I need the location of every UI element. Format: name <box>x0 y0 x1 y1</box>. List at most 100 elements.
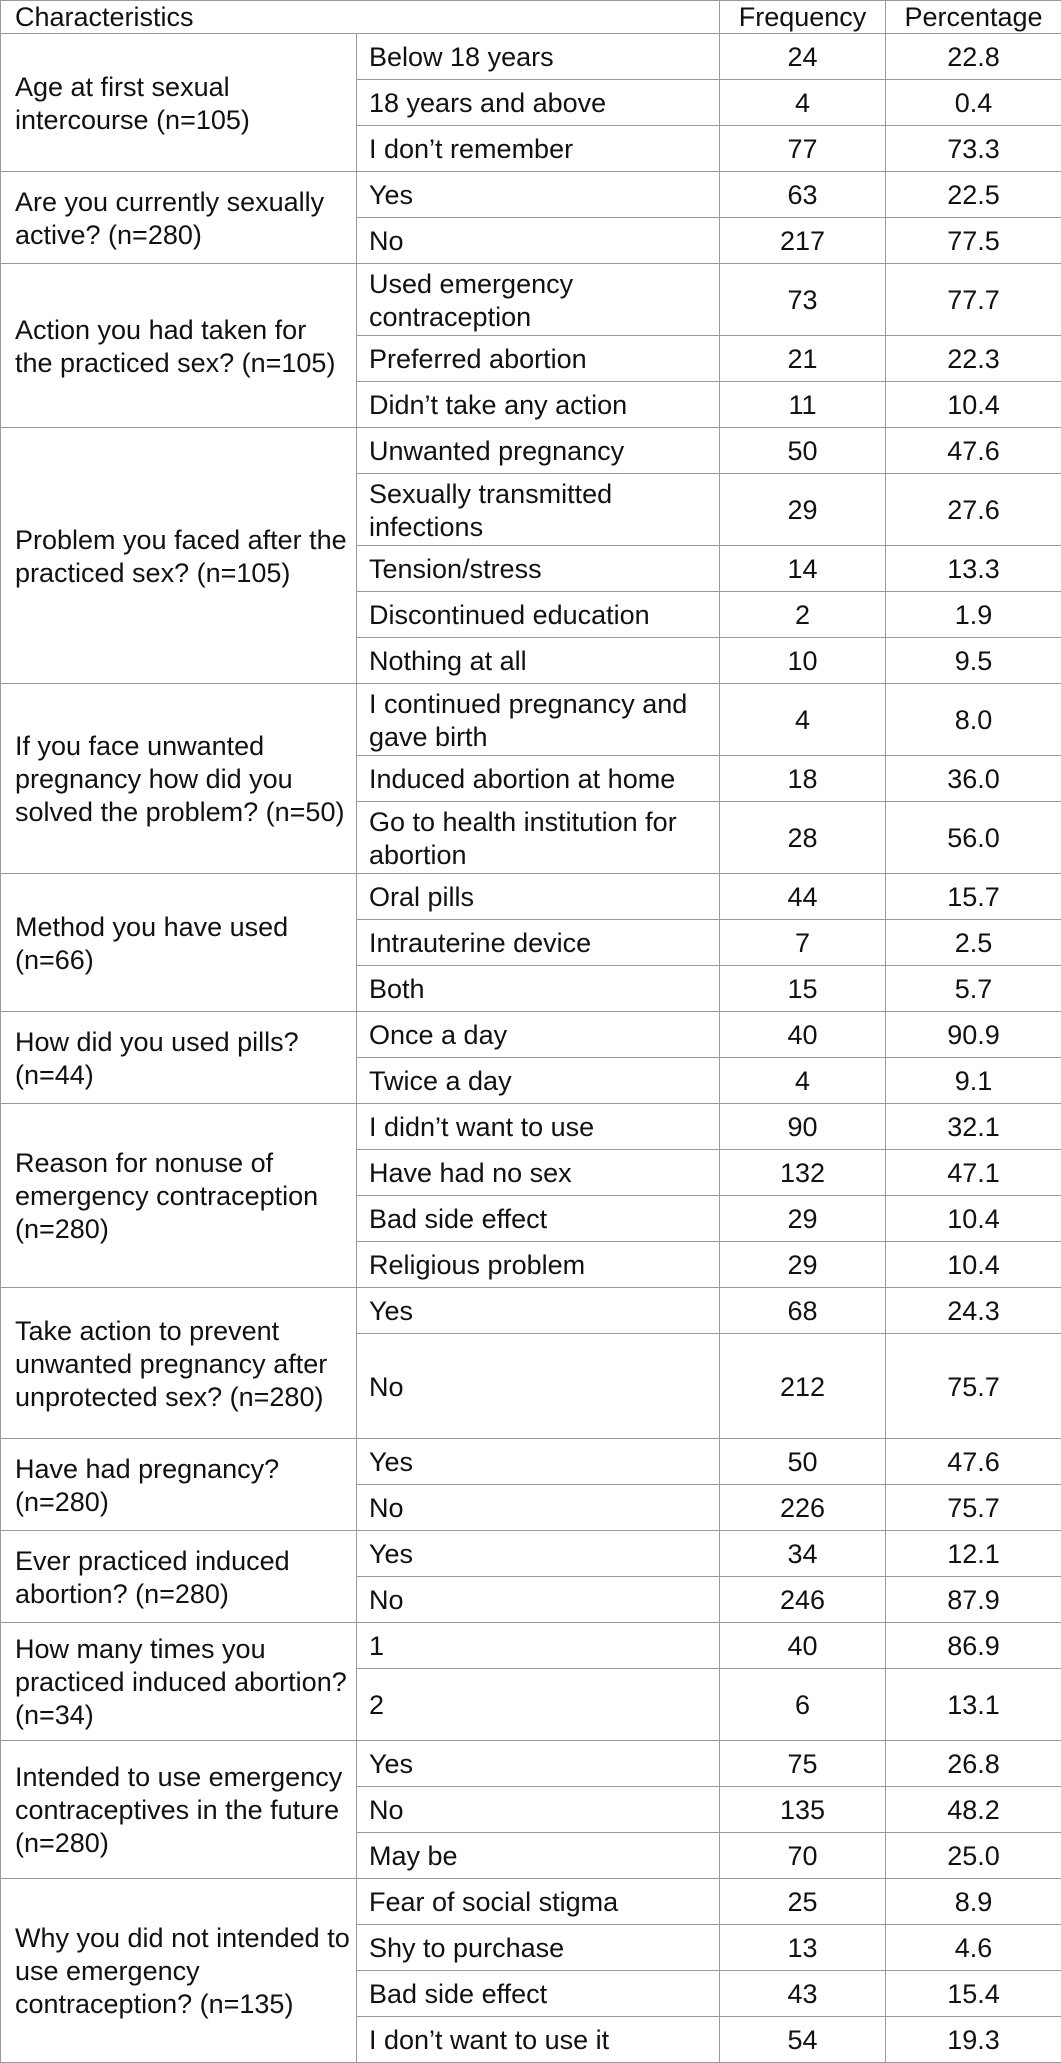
percentage-cell: 22.8 <box>886 34 1061 80</box>
frequency-cell: 40 <box>720 1012 886 1058</box>
percentage-cell: 32.1 <box>886 1104 1061 1150</box>
characteristic-cell: Intended to use emergency contraceptives… <box>1 1741 357 1879</box>
frequency-cell: 70 <box>720 1833 886 1879</box>
option-cell: I don’t remember <box>357 126 720 172</box>
option-cell: Bad side effect <box>357 1196 720 1242</box>
option-cell: Both <box>357 966 720 1012</box>
frequency-cell: 40 <box>720 1623 886 1669</box>
option-cell: Sexually transmitted infections <box>357 474 720 546</box>
option-cell: 2 <box>357 1669 720 1741</box>
table-row: How did you used pills? (n=44)Once a day… <box>1 1012 1061 1058</box>
frequency-cell: 212 <box>720 1334 886 1439</box>
option-cell: Below 18 years <box>357 34 720 80</box>
header-row: Characteristics Frequency Percentage <box>1 1 1061 34</box>
option-cell: Yes <box>357 1288 720 1334</box>
percentage-cell: 1.9 <box>886 592 1061 638</box>
table-row: Reason for nonuse of emergency contracep… <box>1 1104 1061 1150</box>
percentage-cell: 13.1 <box>886 1669 1061 1741</box>
frequency-cell: 54 <box>720 2017 886 2063</box>
frequency-cell: 13 <box>720 1925 886 1971</box>
percentage-cell: 24.3 <box>886 1288 1061 1334</box>
percentage-cell: 27.6 <box>886 474 1061 546</box>
characteristic-cell: Have had pregnancy? (n=280) <box>1 1439 357 1531</box>
option-cell: Fear of social stigma <box>357 1879 720 1925</box>
percentage-cell: 77.5 <box>886 218 1061 264</box>
option-cell: No <box>357 1577 720 1623</box>
header-percentage: Percentage <box>886 1 1061 34</box>
percentage-cell: 22.3 <box>886 336 1061 382</box>
percentage-cell: 47.6 <box>886 428 1061 474</box>
frequency-cell: 18 <box>720 756 886 802</box>
characteristic-cell: Age at first sexual intercourse (n=105) <box>1 34 357 172</box>
frequency-cell: 4 <box>720 684 886 756</box>
percentage-cell: 25.0 <box>886 1833 1061 1879</box>
frequency-cell: 14 <box>720 546 886 592</box>
percentage-cell: 75.7 <box>886 1485 1061 1531</box>
characteristic-cell: Ever practiced induced abortion? (n=280) <box>1 1531 357 1623</box>
percentage-cell: 22.5 <box>886 172 1061 218</box>
characteristic-cell: How many times you practiced induced abo… <box>1 1623 357 1741</box>
characteristic-cell: If you face unwanted pregnancy how did y… <box>1 684 357 874</box>
frequency-cell: 28 <box>720 802 886 874</box>
percentage-cell: 73.3 <box>886 126 1061 172</box>
percentage-cell: 87.9 <box>886 1577 1061 1623</box>
characteristic-cell: How did you used pills? (n=44) <box>1 1012 357 1104</box>
option-cell: Yes <box>357 1439 720 1485</box>
table-row: If you face unwanted pregnancy how did y… <box>1 684 1061 756</box>
percentage-cell: 19.3 <box>886 2017 1061 2063</box>
characteristic-cell: Are you currently sexually active? (n=28… <box>1 172 357 264</box>
option-cell: Yes <box>357 1531 720 1577</box>
option-cell: 18 years and above <box>357 80 720 126</box>
frequency-cell: 7 <box>720 920 886 966</box>
option-cell: Didn’t take any action <box>357 382 720 428</box>
option-cell: Preferred abortion <box>357 336 720 382</box>
table-row: Problem you faced after the practiced se… <box>1 428 1061 474</box>
option-cell: No <box>357 1334 720 1439</box>
option-cell: Twice a day <box>357 1058 720 1104</box>
option-cell: Unwanted pregnancy <box>357 428 720 474</box>
percentage-cell: 48.2 <box>886 1787 1061 1833</box>
percentage-cell: 15.4 <box>886 1971 1061 2017</box>
frequency-cell: 73 <box>720 264 886 336</box>
option-cell: Have had no sex <box>357 1150 720 1196</box>
percentage-cell: 9.5 <box>886 638 1061 684</box>
frequency-cell: 6 <box>720 1669 886 1741</box>
characteristic-cell: Take action to prevent unwanted pregnanc… <box>1 1288 357 1439</box>
frequency-cell: 77 <box>720 126 886 172</box>
option-cell: Go to health institution for abortion <box>357 802 720 874</box>
percentage-cell: 86.9 <box>886 1623 1061 1669</box>
frequency-cell: 246 <box>720 1577 886 1623</box>
percentage-cell: 90.9 <box>886 1012 1061 1058</box>
characteristic-cell: Why you did not intended to use emergenc… <box>1 1879 357 2063</box>
characteristic-cell: Problem you faced after the practiced se… <box>1 428 357 684</box>
option-cell: Discontinued education <box>357 592 720 638</box>
percentage-cell: 4.6 <box>886 1925 1061 1971</box>
percentage-cell: 47.1 <box>886 1150 1061 1196</box>
frequency-cell: 34 <box>720 1531 886 1577</box>
option-cell: May be <box>357 1833 720 1879</box>
table-row: How many times you practiced induced abo… <box>1 1623 1061 1669</box>
frequency-cell: 75 <box>720 1741 886 1787</box>
option-cell: Yes <box>357 1741 720 1787</box>
percentage-cell: 8.0 <box>886 684 1061 756</box>
frequency-cell: 2 <box>720 592 886 638</box>
option-cell: I continued pregnancy and gave birth <box>357 684 720 756</box>
percentage-cell: 9.1 <box>886 1058 1061 1104</box>
percentage-cell: 10.4 <box>886 1242 1061 1288</box>
frequency-cell: 4 <box>720 80 886 126</box>
percentage-cell: 10.4 <box>886 382 1061 428</box>
percentage-cell: 15.7 <box>886 874 1061 920</box>
frequency-cell: 10 <box>720 638 886 684</box>
percentage-cell: 56.0 <box>886 802 1061 874</box>
percentage-cell: 2.5 <box>886 920 1061 966</box>
frequency-cell: 63 <box>720 172 886 218</box>
characteristic-cell: Reason for nonuse of emergency contracep… <box>1 1104 357 1288</box>
characteristic-cell: Method you have used (n=66) <box>1 874 357 1012</box>
frequency-cell: 15 <box>720 966 886 1012</box>
frequency-cell: 50 <box>720 1439 886 1485</box>
option-cell: Religious problem <box>357 1242 720 1288</box>
table-row: Are you currently sexually active? (n=28… <box>1 172 1061 218</box>
table-row: Take action to prevent unwanted pregnanc… <box>1 1288 1061 1334</box>
